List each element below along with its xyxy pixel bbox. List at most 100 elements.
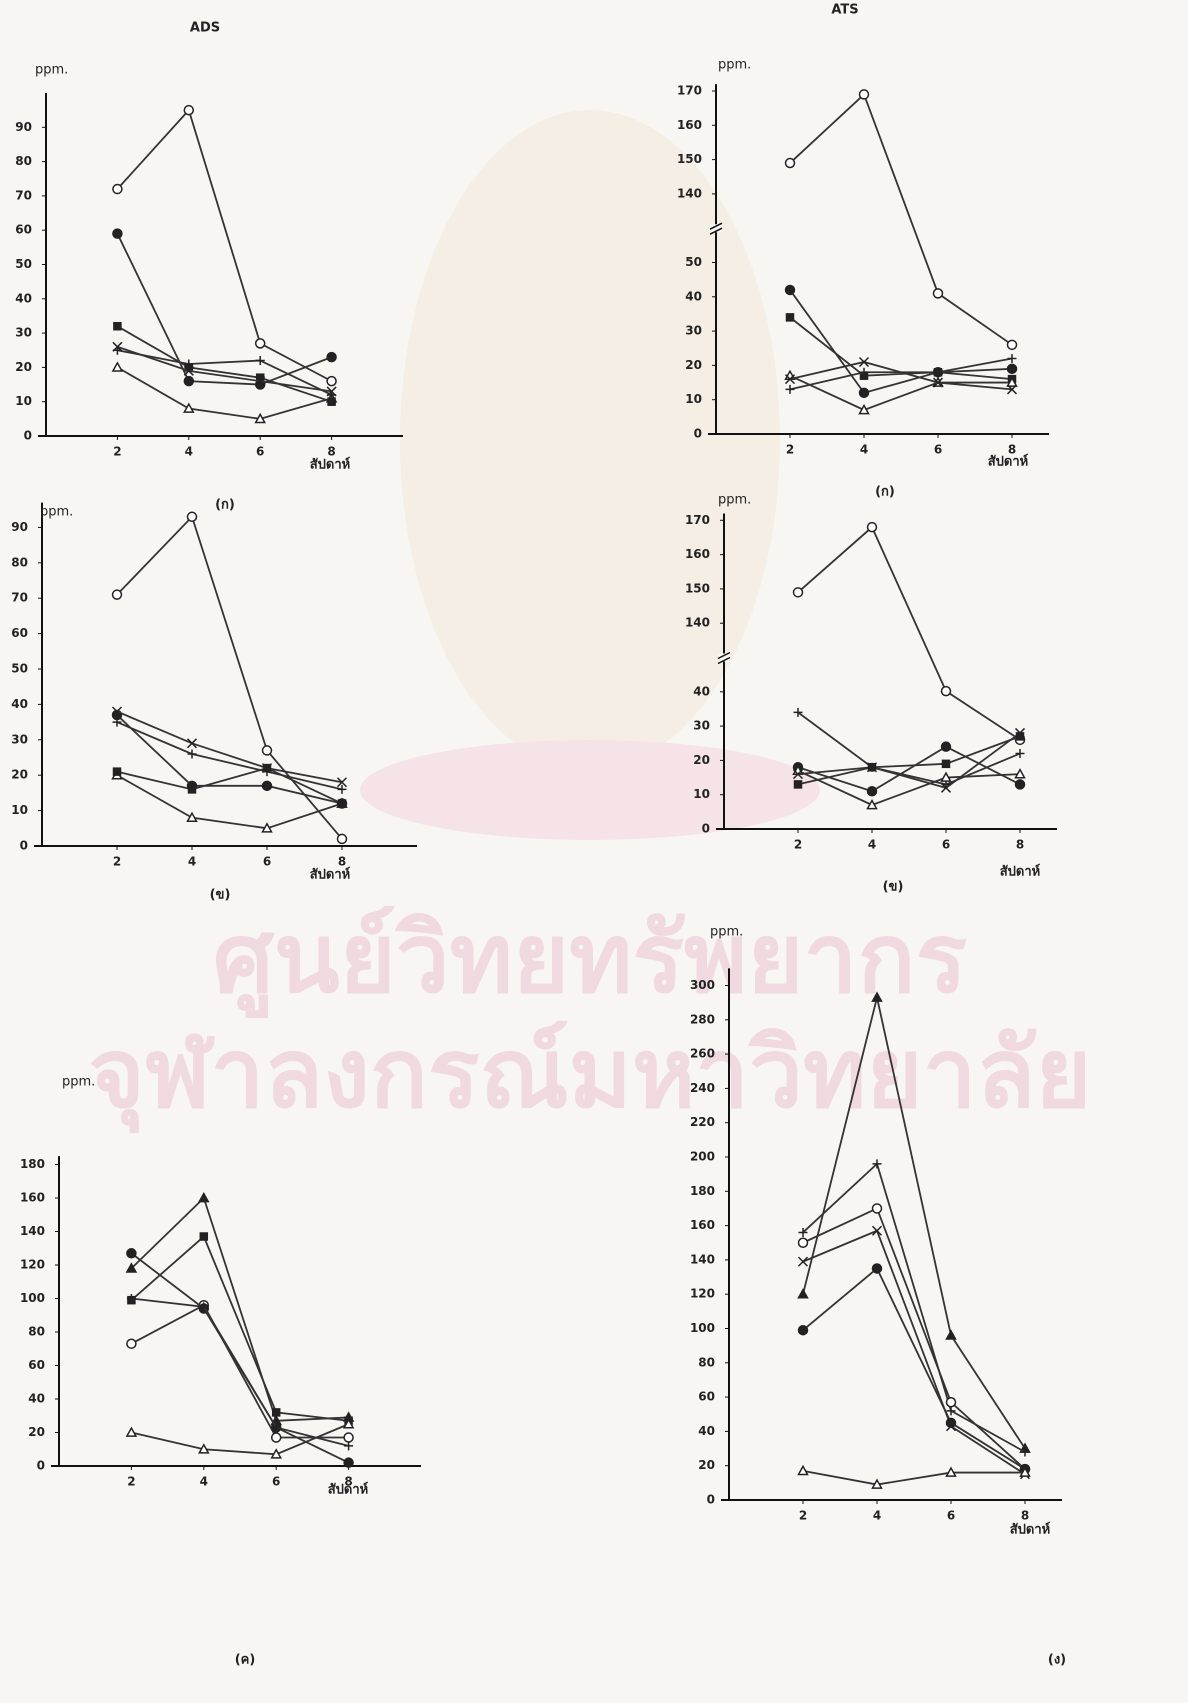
series-line [790,94,1012,344]
y-axis-label: ppm. [35,63,68,78]
marker [794,588,803,597]
caption: (ข) [883,880,904,895]
marker [327,377,336,386]
y-tick-label: 10 [11,803,28,817]
series-line [798,527,1020,740]
y-tick-label: 70 [15,188,32,202]
y-tick-label: 60 [11,626,28,640]
marker [184,106,193,115]
y-tick-label: 10 [693,787,710,801]
x-tick-label: 2 [794,838,802,852]
y-tick-label: 0 [694,427,702,441]
y-tick-label: 50 [15,257,32,271]
marker [1017,733,1024,740]
y-tick-label: 40 [698,1424,715,1438]
marker [327,353,336,362]
y-tick-label: 40 [28,1392,45,1406]
series-line [803,1471,1025,1485]
x-tick-label: 6 [942,838,950,852]
marker [338,834,347,843]
y-tick-label: 20 [11,768,28,782]
caption: (ก) [875,485,895,500]
y-tick-label: 160 [677,118,702,132]
marker [1008,364,1017,373]
marker [339,800,346,807]
caption: (ก) [215,498,235,513]
marker [114,768,121,775]
y-tick-label: 80 [698,1355,715,1369]
marker [344,1458,353,1467]
y-axis-label: ppm. [62,1075,95,1090]
y-tick-label: 160 [20,1191,45,1205]
y-tick-label: 0 [37,1459,45,1473]
x-tick-label: 4 [873,1509,881,1523]
marker [943,760,950,767]
y-axis-label: ppm. [710,925,743,940]
series-line [117,517,342,839]
chart-title: ATS [831,3,858,18]
marker [188,739,197,748]
marker [947,1331,956,1339]
marker [947,1406,956,1415]
y-tick-label: 200 [690,1150,715,1164]
marker [869,764,876,771]
y-tick-label: 10 [685,392,702,406]
marker [263,781,272,790]
marker [786,385,795,394]
x-tick-label: 6 [263,855,271,869]
y-tick-label: 90 [11,520,28,534]
y-tick-label: 20 [693,753,710,767]
y-tick-label: 60 [698,1390,715,1404]
y-tick-label: 170 [685,513,710,527]
x-tick-label: 8 [1016,838,1024,852]
y-tick-label: 220 [690,1115,715,1129]
y-tick-label: 0 [24,429,32,443]
y-tick-label: 180 [690,1184,715,1198]
y-tick-label: 20 [28,1425,45,1439]
marker [272,1433,281,1442]
marker [113,590,122,599]
x-tick-label: 4 [868,838,876,852]
y-tick-label: 80 [11,555,28,569]
x-axis-label: สัปดาห์ [988,454,1029,470]
y-tick-label: 300 [690,978,715,992]
y-tick-label: 30 [15,326,32,340]
marker [787,314,794,321]
marker [114,323,121,330]
marker [799,1290,808,1298]
x-tick-label: 4 [185,445,193,459]
x-tick-label: 4 [200,1475,208,1489]
marker [942,687,951,696]
y-tick-label: 0 [20,839,28,853]
watermark-line: จุฬาลงกรณ์มหาวิทยาลัย [88,1017,1091,1133]
marker [799,1466,808,1474]
x-tick-label: 6 [934,443,942,457]
y-tick-label: 60 [28,1358,45,1372]
x-tick-label: 4 [860,443,868,457]
series-line [131,1424,348,1454]
y-tick-label: 0 [707,1493,715,1507]
series-line [131,1198,348,1421]
series-line [798,747,1020,792]
y-tick-label: 280 [690,1012,715,1026]
marker [344,1441,353,1450]
marker [1008,340,1017,349]
marker [934,289,943,298]
marker [188,512,197,521]
y-tick-label: 160 [690,1218,715,1232]
y-tick-label: 120 [20,1258,45,1272]
marker [873,1226,882,1235]
y-tick-label: 90 [15,120,32,134]
marker [113,363,122,371]
y-tick-label: 30 [693,719,710,733]
marker [127,1339,136,1348]
emblem-base [360,740,820,840]
marker [786,285,795,294]
x-tick-label: 6 [272,1475,280,1489]
y-tick-label: 100 [20,1291,45,1305]
caption: (ง) [1048,1653,1066,1668]
marker [795,781,802,788]
series-line [803,1231,1025,1475]
chart-title: ADS [190,21,220,36]
marker [113,185,122,194]
